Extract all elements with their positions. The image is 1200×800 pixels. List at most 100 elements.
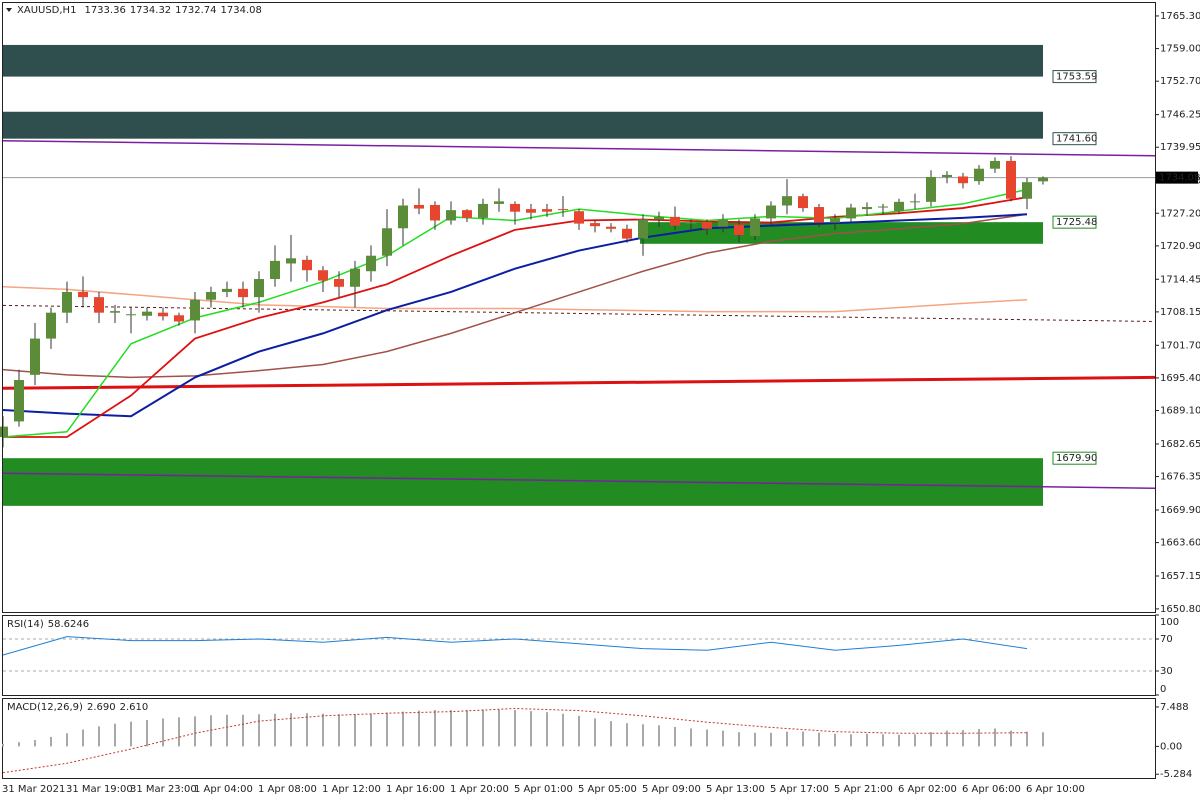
moving-average <box>2 286 1028 313</box>
candle-body <box>558 209 568 211</box>
candle-body <box>62 291 72 313</box>
zone-tag-box <box>1052 132 1097 146</box>
zone-tag: 1741.60 <box>1056 134 1097 145</box>
x-tick-label: 1 Apr 20:00 <box>450 784 509 795</box>
level-line <box>2 375 1156 390</box>
y-tick-label: 1708.15 <box>1160 307 1200 318</box>
main-panel <box>2 2 1156 613</box>
macd-tick-label: 7.488 <box>1160 702 1189 713</box>
zone-tag: 1679.90 <box>1056 453 1097 464</box>
x-tick-label: 5 Apr 01:00 <box>514 784 573 795</box>
header-open: 1733.36 <box>84 5 125 16</box>
menu-arrow[interactable] <box>6 8 12 12</box>
macd-tick-label: 0.00 <box>1160 741 1182 752</box>
candle-body <box>638 219 648 239</box>
x-tick-label: 5 Apr 17:00 <box>770 784 829 795</box>
y-tick-label: 1739.95 <box>1160 142 1200 153</box>
candle-body <box>30 338 40 375</box>
candle-body <box>1006 160 1016 199</box>
candle-body <box>238 288 248 298</box>
x-tick-label: 5 Apr 21:00 <box>834 784 893 795</box>
candle-body <box>334 279 344 287</box>
candle-body <box>494 201 504 204</box>
candle-body <box>958 176 968 184</box>
candle-body <box>14 380 24 422</box>
level-line <box>2 472 1156 489</box>
y-tick-label: 1650.80 <box>1160 604 1200 615</box>
candle-body <box>350 268 360 287</box>
x-tick-label: 6 Apr 10:00 <box>1026 784 1085 795</box>
rsi-title: RSI(14) <box>7 619 44 630</box>
macd-tick-label: -5.284 <box>1160 769 1192 780</box>
y-tick-label: 1689.10 <box>1160 406 1200 417</box>
candle-body <box>654 216 664 220</box>
x-tick-label: 6 Apr 02:00 <box>898 784 957 795</box>
candle-body <box>926 177 936 202</box>
chart-header: XAUUSD,H1 1733.36 1734.32 1732.74 1734.08 <box>17 5 262 16</box>
candle-body <box>254 279 264 298</box>
y-tick-label: 1714.45 <box>1160 274 1200 285</box>
moving-average <box>2 213 1028 379</box>
x-tick-label: 6 Apr 06:00 <box>962 784 1021 795</box>
candle-body <box>606 226 616 229</box>
x-tick-label: 5 Apr 09:00 <box>642 784 701 795</box>
y-tick-label: 1676.35 <box>1160 472 1200 483</box>
candle-body <box>510 203 520 212</box>
header-high: 1734.32 <box>130 5 171 16</box>
candle-body <box>446 210 456 221</box>
candle-body <box>174 315 184 322</box>
price-tag-box <box>1156 171 1198 184</box>
y-tick-label: 1765.30 <box>1160 11 1200 22</box>
candle-body <box>782 196 792 206</box>
candle-body <box>526 209 536 213</box>
candle-body <box>878 206 888 208</box>
candle-body <box>382 228 392 256</box>
y-tick-label: 1701.70 <box>1160 340 1200 351</box>
candle-body <box>222 288 232 292</box>
candle-body <box>766 205 776 219</box>
header-low: 1732.74 <box>175 5 216 16</box>
x-tick-label: 1 Apr 08:00 <box>258 784 317 795</box>
candle-body <box>846 207 856 219</box>
candle-body <box>206 291 216 300</box>
candle-body <box>0 426 8 437</box>
x-tick-label: 5 Apr 05:00 <box>578 784 637 795</box>
candle-body <box>686 222 696 224</box>
macd-main: 2.690 <box>87 702 116 713</box>
y-tick-label: 1720.90 <box>1160 241 1200 252</box>
zone <box>3 44 1043 77</box>
macd-panel <box>2 698 1156 779</box>
candle-body <box>94 297 104 313</box>
macd-signal: 2.610 <box>120 702 149 713</box>
macd-signal-line <box>2 707 1028 774</box>
zone-tag-box <box>1052 215 1097 229</box>
zone <box>3 458 1043 506</box>
candle-body <box>798 196 808 209</box>
candle-body <box>286 258 296 264</box>
rsi-value: 58.6246 <box>48 619 89 630</box>
y-tick-label: 1663.60 <box>1160 538 1200 549</box>
rsi-header: RSI(14) 58.6246 <box>7 619 89 630</box>
x-tick-label: 31 Mar 23:00 <box>130 784 197 795</box>
x-tick-label: 31 Mar 19:00 <box>66 784 133 795</box>
rsi-tick-label: 0 <box>1160 684 1166 695</box>
header-close: 1734.08 <box>221 5 262 16</box>
candle-body <box>574 211 584 224</box>
x-tick-label: 5 Apr 13:00 <box>706 784 765 795</box>
zone-tag: 1753.59 <box>1056 72 1097 83</box>
candle-body <box>974 168 984 182</box>
rsi-tick-label: 30 <box>1160 666 1173 677</box>
candle-body <box>142 311 152 316</box>
candle-body <box>942 174 952 177</box>
level-line <box>2 140 1156 157</box>
candle-body <box>910 201 920 203</box>
candle-body <box>990 160 1000 169</box>
candle-body <box>622 228 632 239</box>
y-tick-label: 1759.00 <box>1160 44 1200 55</box>
zone-tag: 1725.48 <box>1056 217 1097 228</box>
candle-body <box>462 210 472 218</box>
rsi-tick-label: 100 <box>1160 617 1179 628</box>
moving-average <box>2 213 1028 418</box>
candle-body <box>894 201 904 212</box>
